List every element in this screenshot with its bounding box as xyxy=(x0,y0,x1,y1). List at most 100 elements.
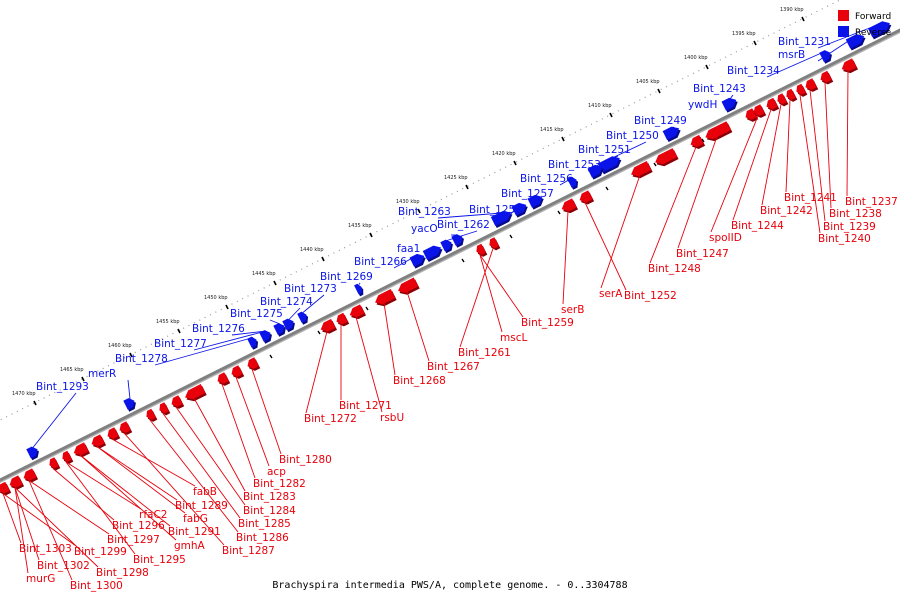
forward-gene-label: Bint_1287 xyxy=(222,545,275,557)
label-leader-line xyxy=(817,35,857,62)
label-leader-line xyxy=(846,70,849,197)
reverse-gene xyxy=(297,311,307,323)
tick-label: 1415 kbp xyxy=(540,127,564,133)
reverse-gene-label: Bint_1293 xyxy=(36,381,89,393)
forward-gene xyxy=(23,468,37,481)
forward-gene xyxy=(336,312,348,325)
forward-gene xyxy=(766,97,778,110)
reverse-gene-label: Bint_1234 xyxy=(727,65,780,77)
label-leader-line xyxy=(609,141,647,160)
label-leader-line xyxy=(28,480,110,535)
forward-gene xyxy=(655,148,678,165)
forward-gene xyxy=(217,372,229,384)
label-leader-line xyxy=(595,155,619,167)
forward-gene xyxy=(185,384,206,400)
legend-forward-label: Forward xyxy=(855,12,891,22)
forward-gene-label: Bint_1268 xyxy=(393,375,446,387)
forward-gene xyxy=(489,237,499,249)
forward-gene xyxy=(805,78,817,90)
label-leader-line xyxy=(302,294,325,313)
forward-gene xyxy=(159,402,169,414)
label-leader-line xyxy=(729,94,734,100)
tick-label: 1440 kbp xyxy=(300,247,324,253)
forward-gene xyxy=(9,475,23,488)
tick-label: 1430 kbp xyxy=(396,199,420,205)
forward-gene-label: Bint_1298 xyxy=(96,567,149,579)
forward-gene-label: fabG xyxy=(183,513,208,525)
label-leader-line xyxy=(14,487,40,561)
label-leader-line xyxy=(52,468,115,521)
axis-tick-mark xyxy=(461,258,465,263)
tick-label: 1460 kbp xyxy=(108,343,132,349)
label-leader-line xyxy=(355,316,383,413)
axis-tick-mark xyxy=(653,162,657,167)
forward-gene xyxy=(247,357,259,369)
forward-gene-label: Bint_1252 xyxy=(624,290,677,302)
forward-gene-label: Bint_1284 xyxy=(243,505,296,517)
label-leader-line xyxy=(111,438,196,487)
reverse-gene-label: Bint_1273 xyxy=(284,283,337,295)
reverse-gene xyxy=(282,318,294,331)
forward-gene-label: Bint_1282 xyxy=(253,478,306,490)
label-leader-line xyxy=(432,247,438,256)
reverse-gene-label: faa1 xyxy=(397,243,420,255)
axis-layer xyxy=(0,28,900,484)
label-leader-line xyxy=(79,454,171,527)
tick-mark xyxy=(321,256,325,262)
label-leader-line xyxy=(437,212,503,219)
reverse-gene xyxy=(259,330,271,342)
label-leader-line xyxy=(251,368,282,455)
tick-label: 1410 kbp xyxy=(588,103,612,109)
forward-gene-label: Bint_1272 xyxy=(304,413,357,425)
forward-gene xyxy=(107,427,119,439)
reverse-gene-label: Bint_1276 xyxy=(192,323,245,335)
label-leader-line xyxy=(14,487,99,568)
reverse-gene xyxy=(490,210,511,226)
label-leader-line xyxy=(649,146,697,264)
forward-gene-label: Bint_1239 xyxy=(823,221,876,233)
forward-gene xyxy=(476,243,486,255)
reverse-gene-label: Bint_1231 xyxy=(778,36,831,48)
forward-gene xyxy=(349,304,365,318)
forward-gene-label: Bint_1295 xyxy=(133,554,186,566)
label-leader-line xyxy=(446,230,478,241)
forward-gene xyxy=(745,108,757,120)
forward-gene-label: rsbU xyxy=(380,412,404,424)
reverse-gene xyxy=(26,446,38,459)
label-leader-line xyxy=(154,337,254,366)
tick-mark xyxy=(177,328,181,334)
reverse-gene-label: Bint_1262 xyxy=(437,219,490,231)
tick-mark xyxy=(81,376,85,382)
forward-gene-label: Bint_1303 xyxy=(19,543,72,555)
label-leader-line xyxy=(65,461,142,510)
axis-tick-mark xyxy=(605,186,609,191)
tick-mark xyxy=(465,184,469,190)
forward-gene xyxy=(841,58,857,72)
forward-gene-label: Bint_1238 xyxy=(829,208,882,220)
forward-gene-label: Bint_1302 xyxy=(37,560,90,572)
label-layer: Bint_1231msrBBint_1234Bint_1243ywdHBint_… xyxy=(19,36,898,592)
reverse-gene xyxy=(409,253,425,267)
forward-gene xyxy=(786,88,796,100)
forward-gene xyxy=(398,277,419,293)
label-leader-line xyxy=(559,177,574,186)
axis-tick-mark xyxy=(317,330,321,335)
tick-label: 1465 kbp xyxy=(60,367,84,373)
forward-gene xyxy=(0,481,10,494)
genome-caption: Brachyspira intermedia PWS/A, complete g… xyxy=(272,580,627,591)
reverse-gene-label: Bint_1274 xyxy=(260,296,313,308)
label-leader-line xyxy=(32,392,77,448)
label-leader-line xyxy=(584,202,627,291)
forward-gene xyxy=(49,457,59,469)
label-leader-line xyxy=(149,419,239,533)
axis-tick-mark xyxy=(701,138,705,143)
forward-gene-label: Bint_1285 xyxy=(238,518,291,530)
reverse-gene-label: Bint_1250 xyxy=(606,130,659,142)
forward-gene-label: Bint_1242 xyxy=(760,205,813,217)
forward-gene xyxy=(146,408,156,420)
label-leader-line xyxy=(809,89,826,222)
reverse-gene xyxy=(247,336,257,348)
axis-tick-mark xyxy=(557,210,561,215)
axis-tick-mark xyxy=(269,354,273,359)
